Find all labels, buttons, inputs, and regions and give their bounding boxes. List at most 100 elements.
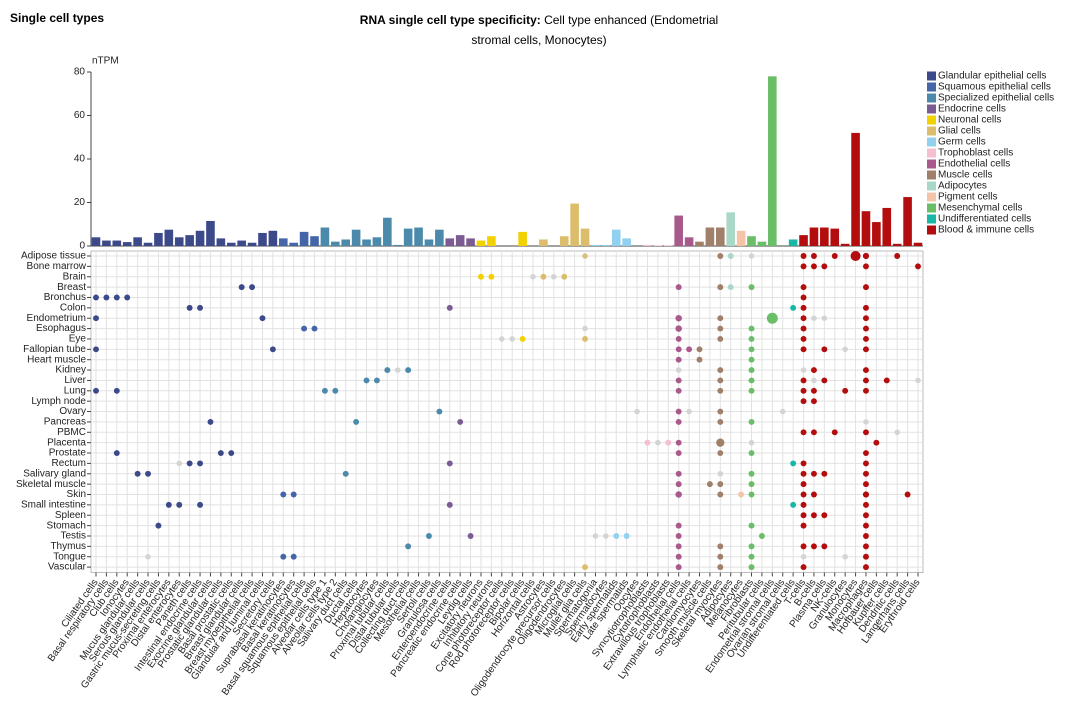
bar bbox=[799, 235, 808, 246]
bar bbox=[164, 229, 174, 246]
dot bbox=[800, 315, 807, 322]
dot bbox=[800, 460, 807, 467]
y-tick-label: 60 bbox=[74, 110, 86, 121]
dot bbox=[748, 450, 755, 456]
row-label: Breast bbox=[57, 282, 86, 293]
row-label: Stomach bbox=[47, 520, 86, 531]
dot bbox=[842, 346, 848, 353]
bar bbox=[840, 243, 850, 246]
dot bbox=[124, 294, 131, 301]
bar bbox=[747, 236, 756, 246]
chart-subtitle: Cell type enhanced (Endometrial stromal … bbox=[471, 13, 719, 47]
dot bbox=[821, 543, 828, 550]
y-tick-label: 80 bbox=[74, 67, 86, 78]
row-label: Adipose tissue bbox=[21, 251, 86, 262]
dot bbox=[790, 501, 797, 508]
dot bbox=[842, 387, 849, 394]
dot bbox=[582, 564, 588, 571]
dot bbox=[727, 253, 734, 259]
bar bbox=[757, 241, 767, 246]
dot bbox=[790, 460, 797, 467]
row-label: Spleen bbox=[55, 510, 86, 521]
bar bbox=[195, 230, 205, 246]
legend-swatch bbox=[927, 192, 936, 202]
bar bbox=[299, 231, 309, 246]
legend-swatch bbox=[927, 214, 936, 224]
dot bbox=[800, 325, 807, 332]
row-label: Brain bbox=[63, 271, 86, 282]
dot bbox=[478, 273, 484, 280]
dot bbox=[800, 336, 807, 342]
dot bbox=[821, 377, 828, 384]
dot bbox=[280, 553, 287, 560]
legend-swatch bbox=[927, 159, 936, 169]
bar bbox=[643, 244, 652, 246]
dot bbox=[863, 450, 869, 456]
row-label: Fallopian tube bbox=[23, 344, 86, 355]
dot bbox=[93, 315, 99, 322]
row-label: Skeletal muscle bbox=[16, 479, 86, 490]
bar bbox=[476, 240, 486, 246]
legend-label: Muscle cells bbox=[938, 170, 992, 181]
legend-swatch bbox=[927, 181, 936, 191]
dot bbox=[800, 294, 807, 301]
dot bbox=[863, 460, 869, 467]
bar bbox=[851, 132, 860, 246]
dot bbox=[394, 367, 401, 373]
dot bbox=[800, 398, 807, 405]
dot bbox=[155, 522, 162, 529]
dot bbox=[467, 533, 474, 539]
bar bbox=[913, 242, 923, 246]
bar bbox=[580, 228, 590, 246]
dot bbox=[405, 543, 412, 550]
dot bbox=[332, 387, 339, 394]
dot bbox=[717, 491, 724, 498]
dot bbox=[561, 273, 568, 280]
bar bbox=[372, 237, 382, 246]
bar bbox=[445, 238, 455, 246]
legend-swatch bbox=[927, 148, 936, 158]
legend-swatch bbox=[927, 115, 936, 125]
dot bbox=[582, 336, 588, 342]
dot bbox=[384, 367, 391, 374]
legend-label: Pigment cells bbox=[938, 192, 997, 203]
dot bbox=[290, 553, 297, 560]
dot bbox=[748, 470, 755, 477]
dot bbox=[582, 325, 588, 332]
bar bbox=[216, 238, 226, 246]
dot bbox=[800, 564, 807, 571]
dot bbox=[790, 304, 797, 311]
dot bbox=[145, 470, 151, 477]
dot bbox=[113, 294, 120, 301]
dot bbox=[863, 367, 869, 374]
dot bbox=[675, 346, 682, 353]
legend-label: Specialized epithelial cells bbox=[938, 93, 1054, 104]
dot bbox=[766, 312, 778, 324]
dot bbox=[831, 253, 838, 259]
row-label: Thymus bbox=[50, 541, 86, 552]
dot bbox=[748, 377, 755, 384]
bar bbox=[716, 227, 725, 246]
dot bbox=[675, 533, 682, 539]
dot bbox=[675, 522, 682, 529]
bar bbox=[820, 227, 829, 246]
row-label: Lymph node bbox=[31, 396, 86, 407]
dot bbox=[446, 304, 453, 311]
dot bbox=[249, 284, 256, 291]
dot bbox=[748, 325, 755, 332]
dot bbox=[675, 470, 682, 477]
row-label: Rectum bbox=[52, 458, 86, 469]
legend-label: Germ cells bbox=[938, 137, 986, 148]
bar bbox=[726, 212, 736, 246]
y-axis-label: nTPM bbox=[92, 56, 119, 67]
bar bbox=[91, 237, 101, 246]
dot bbox=[675, 314, 682, 322]
row-label: Skin bbox=[67, 489, 86, 500]
dot bbox=[821, 263, 828, 270]
dot bbox=[863, 315, 869, 322]
dot bbox=[800, 346, 807, 353]
y-tick-label: 0 bbox=[79, 241, 85, 252]
bar bbox=[289, 242, 298, 246]
bar bbox=[206, 220, 215, 246]
bar bbox=[403, 228, 413, 246]
